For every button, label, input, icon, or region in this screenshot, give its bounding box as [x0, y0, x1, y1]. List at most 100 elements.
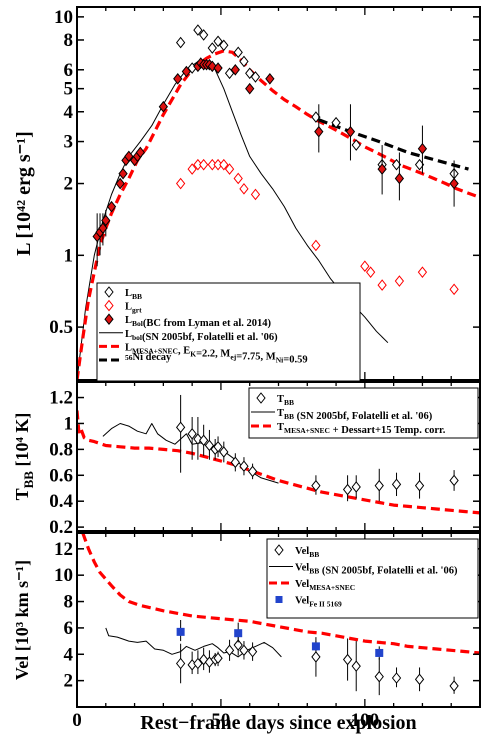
velocity-vfe-point	[375, 648, 384, 657]
velocity-vbb-point	[414, 673, 425, 686]
temperature-tbb-point	[199, 434, 209, 447]
velocity-vbb-point	[233, 639, 243, 651]
temperature-tbb-point	[230, 456, 240, 469]
luminosity-plot-area	[77, 24, 480, 380]
temperature-ytick-label: 1	[64, 413, 74, 434]
velocity-ytick-label: 12	[54, 539, 73, 560]
luminosity-ytick-label: 3	[64, 132, 74, 153]
legend-label: VelBB	[295, 546, 319, 559]
velocity-ytick-label: 6	[64, 618, 74, 639]
luminosity-bol-point	[181, 65, 192, 78]
temperature-tbb-point	[193, 433, 203, 445]
luminosity-bol-point	[245, 82, 255, 95]
legend-label: 56Ni decay	[125, 352, 172, 363]
temperature-tbb-point	[351, 481, 361, 493]
velocity-ylabel: Vel [10³ km s⁻¹]	[12, 560, 32, 680]
luminosity-bol-point	[345, 125, 356, 138]
luminosity-bb-point	[199, 29, 209, 41]
luminosity-bol-point	[213, 62, 223, 74]
temperature-ytick-label: 0.2	[49, 517, 73, 538]
temperature-tbb-point	[247, 465, 258, 478]
temperature-tbb-point	[342, 483, 353, 496]
luminosity-ytick-label: 8	[64, 30, 74, 51]
legend-swatch	[256, 392, 266, 404]
luminosity-bb-point	[239, 55, 249, 68]
legend-label: VelBB (SN 2005bf, Folatelli et al. '06)	[295, 563, 458, 577]
luminosity-ytick-label: 5	[64, 79, 74, 100]
legend-box	[96, 282, 361, 382]
axis-labels: L [10⁴² erg s⁻¹] TBB [10⁴ K] Vel [10³ km s…	[12, 131, 417, 734]
legend-label: TMESA+SNEC + Dessart+15 Temp. corr.	[277, 422, 446, 436]
luminosity-ytick-label: 4	[64, 102, 74, 123]
legend-swatch	[104, 313, 114, 326]
luminosity-bol-point	[173, 72, 183, 85]
luminosity-bol-point	[101, 214, 111, 227]
temperature-ytick-label: 1.2	[49, 388, 73, 409]
legend-box	[266, 538, 479, 619]
legend-label: TBB	[277, 394, 294, 407]
luminosity-ytick-label: 10	[54, 7, 73, 28]
velocity-vbb-point	[213, 652, 223, 665]
velocity-legend: VelBB VelBB (SN 2005bf, Folatelli et al. …	[266, 538, 479, 619]
xtick-label: 50	[211, 710, 230, 731]
temperature-tbb-point	[311, 479, 321, 492]
luminosity-grt-point	[377, 279, 387, 291]
temperature-tbb-point	[187, 428, 197, 440]
luminosity-bb-point	[233, 46, 243, 59]
temperature-tbb-point	[175, 421, 186, 434]
luminosity-bol-point	[377, 163, 387, 175]
luminosity-ytick-label: 2	[64, 174, 74, 195]
luminosity-bb-point	[175, 36, 186, 49]
temperature-tbb-point	[239, 460, 249, 473]
luminosity-bol-point	[230, 63, 240, 76]
luminosity-bol-point	[449, 177, 459, 190]
velocity-vbb-point	[351, 660, 361, 672]
ylabel-text: TBB [10⁴ K]	[12, 413, 36, 501]
temperature-tbb-point	[449, 474, 459, 487]
luminosity-grt-point	[239, 183, 249, 195]
ylabel-text: L [10⁴² erg s⁻¹]	[13, 131, 35, 256]
luminosity-grt-point	[311, 239, 321, 252]
velocity-vbb-point	[193, 657, 203, 670]
temperature-plot-area	[77, 394, 480, 515]
luminosity-grt-point	[175, 177, 186, 190]
luminosity-bol-point	[115, 177, 125, 190]
luminosity-bol-point	[207, 60, 217, 73]
luminosity-bol-point	[118, 167, 128, 180]
velocity-vcomp-line	[105, 627, 282, 658]
legend-label: Lgrt	[125, 302, 142, 315]
legend-label: LBB	[125, 288, 142, 301]
temperature-tbb-point	[414, 479, 425, 492]
temperature-tbb-point	[213, 440, 223, 453]
luminosity-bb-point	[219, 39, 229, 52]
legend-box	[248, 387, 479, 439]
luminosity-bb-point	[245, 67, 255, 80]
luminosity-bb-point	[331, 116, 341, 129]
luminosity-bol-point	[106, 200, 117, 213]
velocity-vbb-point	[224, 644, 235, 657]
temperature-tbb-point	[204, 439, 215, 452]
temperature-ytick-label: 0.4	[49, 491, 73, 512]
luminosity-bol-point	[394, 172, 405, 185]
temperature-tbb-point	[391, 478, 402, 491]
luminosity-bb-point	[213, 35, 223, 48]
temperature-tmodel-line	[77, 410, 480, 515]
velocity-vbb-point	[391, 672, 402, 684]
legend-swatch	[104, 299, 114, 312]
luminosity-grt-point	[219, 158, 229, 171]
luminosity-bol-point	[135, 146, 145, 159]
luminosity-bol-point	[265, 72, 275, 85]
luminosity-grt-point	[187, 163, 197, 175]
luminosity-bb-point	[193, 24, 203, 36]
luminosity-bol-point	[314, 125, 324, 138]
luminosity-ytick-label: 0.5	[49, 317, 73, 338]
xlabel: Rest−frame days since explosion	[140, 712, 416, 734]
velocity-panel: 12 10 8 6 4 2 0 50 100 VelBB VelBB (SN 2005bf, Fol…	[54, 532, 481, 731]
luminosity-grt-point	[224, 163, 235, 175]
legend-label: Lbol(SN 2005bf, Folatelli et al. '06)	[125, 329, 278, 343]
